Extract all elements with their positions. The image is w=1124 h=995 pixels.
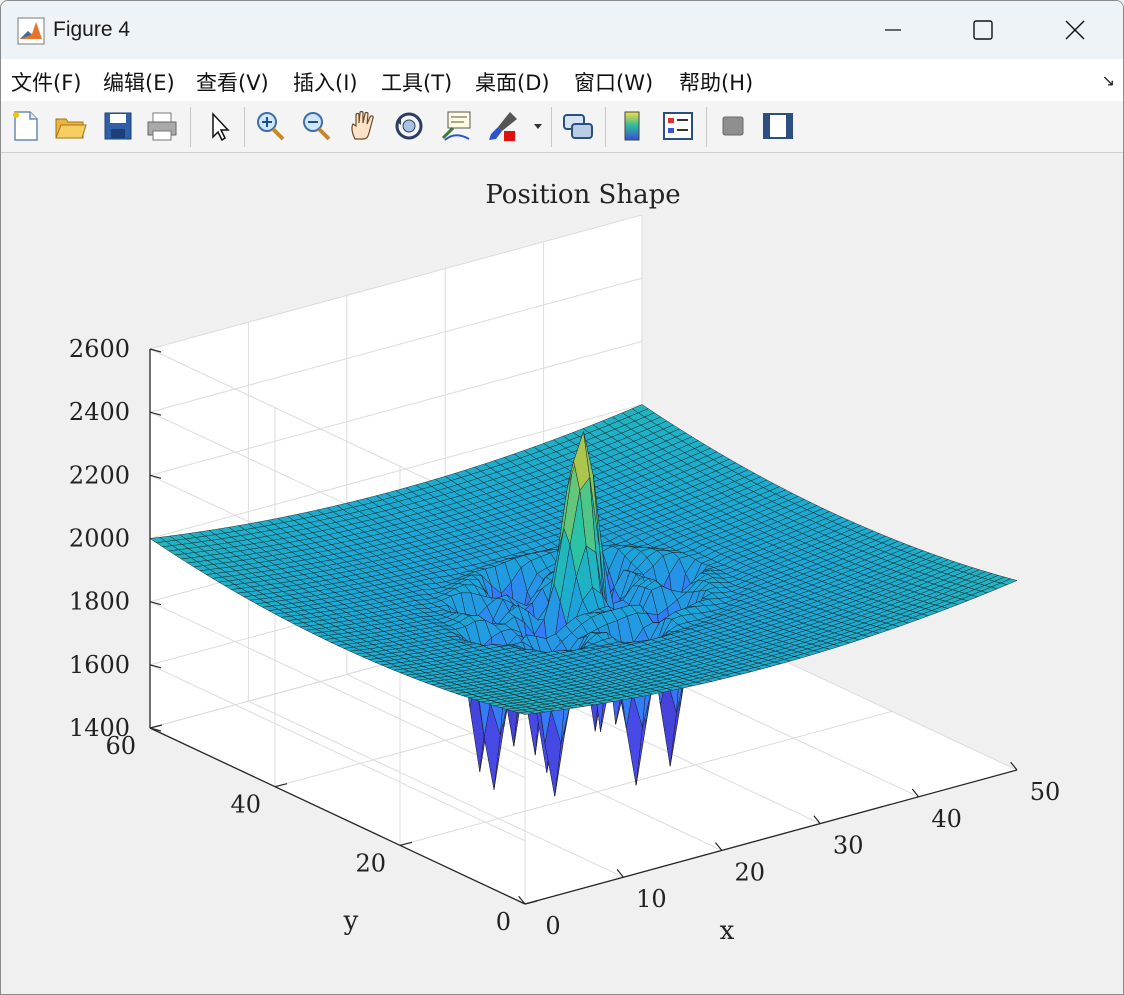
menu-help[interactable]: 帮助(H) <box>679 71 754 95</box>
z-tick-label: 1800 <box>69 588 130 616</box>
grid-line <box>149 404 643 539</box>
brush-icon[interactable] <box>486 109 520 143</box>
y-tick-label: 40 <box>230 791 261 819</box>
x-tick-label: 10 <box>636 885 667 913</box>
x-tick-label: 50 <box>1030 778 1061 806</box>
data-cursor-icon[interactable] <box>439 109 473 143</box>
x-axis-line <box>524 769 1018 905</box>
grid-line <box>248 700 624 878</box>
x-tick <box>518 895 526 905</box>
z-tick-label: 2400 <box>69 398 130 426</box>
pan-icon[interactable] <box>346 109 380 143</box>
edit-plot-icon[interactable] <box>203 109 237 143</box>
y-tick <box>274 783 288 788</box>
grid-line <box>346 673 723 851</box>
grid-line <box>149 340 643 476</box>
z-tick <box>149 474 162 479</box>
y-tick-label: 60 <box>105 732 136 760</box>
menu-insert[interactable]: 插入(I) <box>293 71 358 95</box>
z-tick <box>149 411 162 416</box>
x-tick <box>1010 761 1018 771</box>
open-file-icon[interactable] <box>53 109 87 143</box>
z-tick <box>149 601 162 606</box>
y-tick-label: 0 <box>496 908 511 936</box>
toolbar-separator <box>244 107 245 147</box>
z-tick-label: 1400 <box>69 714 130 742</box>
link-plot-icon[interactable] <box>561 109 595 143</box>
x-tick <box>616 869 624 878</box>
colorbar-icon[interactable] <box>615 109 649 143</box>
y-axis-label: y <box>343 906 359 936</box>
axes-lines <box>149 348 1018 905</box>
undock-arrow-icon[interactable]: ↘ <box>1101 71 1115 90</box>
toolbar-separator <box>551 107 552 147</box>
window-title: Figure 4 <box>53 18 131 41</box>
menu-tools[interactable]: 工具(T) <box>381 71 453 95</box>
axes-pane <box>150 594 1017 904</box>
y-tick <box>149 724 163 729</box>
legend-icon[interactable] <box>661 109 695 143</box>
x-tick <box>813 815 821 824</box>
x-tick <box>715 842 723 851</box>
brush-dropdown-icon[interactable] <box>529 109 547 143</box>
menu-edit[interactable]: 编辑(E) <box>103 71 175 95</box>
title-bar[interactable]: Figure 4 <box>1 1 1123 59</box>
minimize-icon <box>885 29 901 31</box>
figure-plot-area: 0 10 20 30 40 50 0 20 40 60 1400 1600 1800 2000 2200 24… <box>1 153 1123 994</box>
menu-view[interactable]: 查看(V) <box>196 71 269 95</box>
z-tick-label: 2600 <box>69 335 130 363</box>
maximize-button[interactable] <box>937 1 1029 59</box>
y-tick-label: 20 <box>355 849 386 877</box>
print-icon[interactable] <box>145 109 179 143</box>
y-tick <box>399 841 413 846</box>
save-icon[interactable] <box>101 109 135 143</box>
menu-file[interactable]: 文件(F) <box>11 71 82 95</box>
grid-line <box>399 710 893 846</box>
grid-line <box>149 664 526 842</box>
zoom-out-icon[interactable] <box>299 109 333 143</box>
toolbar-separator <box>706 107 707 147</box>
z-tick <box>149 348 162 353</box>
maximize-icon <box>973 20 993 40</box>
z-tick-label: 2200 <box>69 461 130 489</box>
toolbar-separator <box>190 107 191 147</box>
y-axis-line <box>149 727 526 905</box>
x-tick <box>911 788 920 798</box>
show-plot-tools-icon[interactable] <box>761 109 795 143</box>
new-figure-icon[interactable] <box>9 109 43 143</box>
toolbar-separator <box>605 107 606 147</box>
surface-plot <box>149 404 1018 797</box>
matlab-logo-icon <box>17 17 45 45</box>
x-tick-label: 20 <box>735 858 766 886</box>
figure-toolbar <box>1 101 1123 153</box>
z-tick <box>149 664 162 669</box>
menu-window[interactable]: 窗口(W) <box>574 71 654 95</box>
zoom-in-icon[interactable] <box>253 109 287 143</box>
z-tick-label: 1600 <box>69 651 130 679</box>
z-tick <box>149 727 162 732</box>
close-icon <box>1065 20 1085 40</box>
hide-plot-tools-icon[interactable] <box>716 109 750 143</box>
x-axis-label: x <box>720 916 735 946</box>
menu-desktop[interactable]: 桌面(D) <box>475 71 550 95</box>
x-tick-label: 40 <box>931 805 962 833</box>
minimize-button[interactable] <box>847 1 939 59</box>
menu-bar: 文件(F) 编辑(E) 查看(V) 插入(I) 工具(T) 桌面(D) 窗口(W… <box>1 59 1123 102</box>
z-tick-label: 2000 <box>69 525 130 553</box>
grid-line <box>149 601 526 779</box>
chart-title: Position Shape <box>485 180 680 210</box>
x-tick-label: 0 <box>545 912 560 940</box>
x-tick-label: 30 <box>833 832 864 860</box>
y-tick <box>524 900 538 905</box>
close-button[interactable] <box>1029 1 1121 59</box>
rotate-3d-icon[interactable] <box>392 109 426 143</box>
grid-line <box>149 214 643 350</box>
grid-line <box>149 277 643 413</box>
